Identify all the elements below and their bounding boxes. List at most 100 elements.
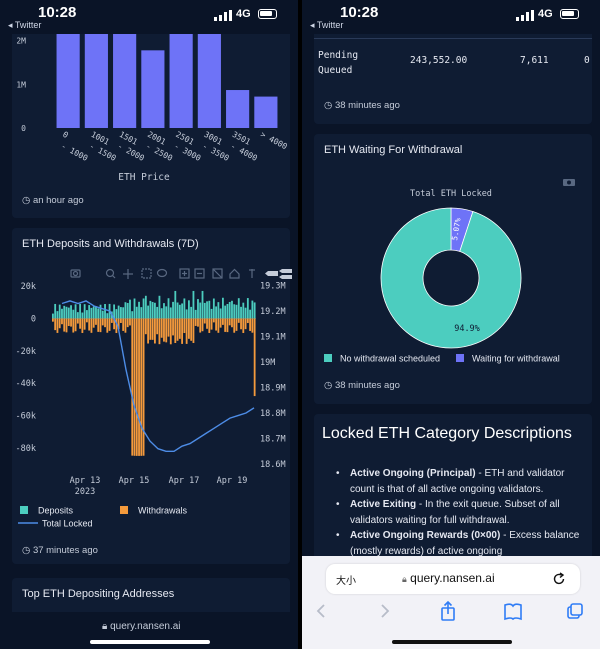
price-bar	[56, 32, 80, 128]
share-icon[interactable]	[441, 600, 455, 621]
network-type: 4G	[538, 8, 553, 20]
withdrawal-bar	[176, 318, 179, 341]
withdrawal-bar	[192, 318, 195, 343]
withdrawal-bar	[147, 318, 150, 344]
deposit-bar	[181, 303, 184, 319]
deposit-bar	[208, 300, 211, 319]
withdrawal-bar	[215, 318, 218, 331]
deposit-bar	[249, 309, 252, 319]
deposit-bar	[142, 298, 145, 319]
hover-closest-icon[interactable]	[265, 271, 278, 276]
deposit-bar	[120, 307, 122, 319]
address-url-text: query.nansen.ai	[410, 571, 495, 585]
back-to-twitter-link[interactable]: ◂ Twitter	[310, 20, 344, 30]
price-x-tick-line1: 0	[61, 130, 70, 140]
price-bar	[141, 50, 165, 128]
dw-legend[interactable]: Deposits Withdrawals Total Locked	[16, 504, 256, 538]
box-select-icon[interactable]	[141, 268, 152, 279]
queue-updated-text: 38 minutes ago	[334, 100, 400, 111]
deposit-bar	[92, 306, 95, 319]
deposits-withdrawals-chart[interactable]: 20k 0 -20k -40k -60k -80k 19.3M 19.2M 19.1M 19M 18…	[12, 278, 290, 508]
withdrawal-bar	[163, 318, 165, 342]
tabs-icon[interactable]	[567, 603, 583, 619]
withdrawal-bar	[167, 318, 170, 337]
deposit-bar	[226, 303, 229, 319]
home-indicator[interactable]	[392, 640, 512, 644]
table-divider	[314, 38, 592, 39]
withdrawal-bar	[194, 318, 197, 326]
dw-left-tick: -80k	[16, 444, 36, 454]
withdrawal-bar	[160, 318, 163, 338]
deposit-bar	[242, 302, 245, 319]
bookmarks-icon[interactable]	[504, 603, 522, 621]
pan-icon[interactable]	[123, 269, 133, 279]
legend-swatch-waiting	[456, 354, 464, 362]
withdrawal-bar	[169, 318, 172, 345]
deposit-bar	[129, 299, 131, 319]
deposit-bar	[86, 310, 88, 319]
dw-right-tick: 18.8M	[260, 409, 286, 419]
price-x-tick: 3501- 4000	[229, 130, 259, 163]
clock-icon: ◷	[22, 195, 31, 206]
withdrawal-bar	[228, 318, 231, 326]
reload-icon[interactable]	[552, 572, 566, 586]
deposit-bar	[240, 306, 242, 319]
withdrawal-bar	[122, 318, 125, 331]
browser-bottom-bar: 🔒︎ query.nansen.ai	[0, 612, 298, 649]
zoom-icon[interactable]	[105, 268, 116, 279]
deposit-bar	[176, 302, 179, 319]
text-size-button[interactable]: 大小	[336, 576, 356, 587]
withdrawal-bar	[97, 318, 100, 332]
withdrawal-bar	[242, 318, 245, 333]
spike-lines-icon[interactable]	[249, 269, 255, 278]
withdrawal-bar	[110, 318, 113, 323]
hover-compare-icon[interactable]	[279, 269, 292, 279]
deposit-bar	[65, 306, 68, 319]
withdrawal-bar	[129, 318, 131, 326]
safari-toolbar: 大小 🔒︎ query.nansen.ai	[302, 556, 600, 649]
description-text: - In the exit queue. Subset of all valid…	[350, 499, 560, 526]
home-icon[interactable]	[229, 268, 240, 279]
lock-icon: 🔒︎	[402, 574, 407, 584]
deposit-bar	[253, 302, 256, 319]
deposit-bar	[115, 309, 118, 319]
deposit-bar	[199, 302, 202, 319]
zoom-out-icon[interactable]	[194, 268, 205, 279]
deposit-bar	[90, 307, 93, 319]
withdrawal-bar	[95, 318, 97, 325]
lasso-icon[interactable]	[156, 268, 168, 278]
deposit-bar	[188, 300, 190, 319]
withdrawal-bar	[88, 318, 91, 331]
withdrawal-bar	[235, 318, 238, 331]
back-to-twitter-link[interactable]: ◂ Twitter	[8, 20, 42, 30]
withdrawal-bar	[181, 318, 184, 344]
home-indicator[interactable]	[90, 640, 210, 644]
camera-icon[interactable]	[562, 177, 576, 187]
price-y-tick: 1M	[16, 80, 26, 89]
address-bar[interactable]: 大小 🔒︎ query.nansen.ai	[326, 564, 580, 594]
withdrawal-bar	[124, 318, 127, 333]
withdrawal-bar	[54, 318, 57, 331]
withdrawal-donut-chart[interactable]: Total ETH Locked 5.07% 94.9% No withdrawal …	[314, 186, 592, 396]
back-chevron-icon[interactable]	[316, 604, 325, 618]
compact-url[interactable]: 🔒︎ query.nansen.ai	[102, 621, 181, 632]
deposit-bar	[235, 304, 238, 319]
withdrawal-bar	[237, 318, 240, 323]
withdrawal-bar	[108, 318, 111, 331]
deposit-bar	[246, 298, 249, 319]
legend-label-no-withdrawal: No withdrawal scheduled	[340, 354, 440, 364]
withdrawal-bar	[72, 318, 75, 333]
zoom-in-icon[interactable]	[179, 268, 190, 279]
deposit-bar	[169, 307, 172, 319]
camera-icon[interactable]	[70, 269, 81, 278]
deposit-bar	[183, 298, 186, 319]
deposit-bar	[56, 311, 59, 319]
withdrawal-bar	[131, 318, 134, 456]
deposit-bar	[63, 305, 66, 319]
autoscale-icon[interactable]	[212, 268, 223, 279]
withdrawal-bar	[210, 318, 213, 330]
withdrawal-bar	[61, 318, 63, 325]
forward-chevron-icon[interactable]	[381, 604, 390, 618]
